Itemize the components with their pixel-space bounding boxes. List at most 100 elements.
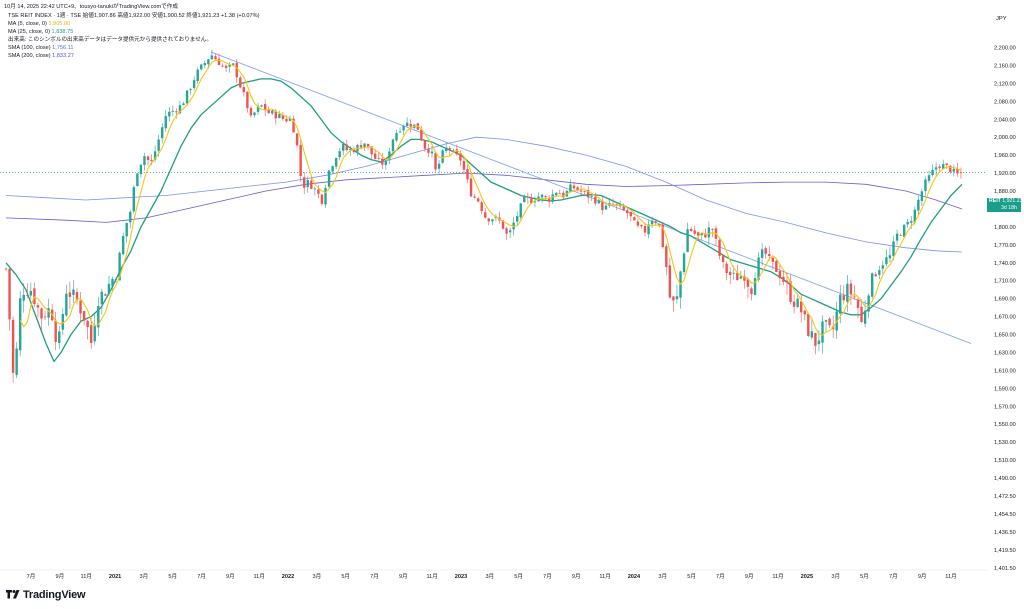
candle-body xyxy=(310,180,313,189)
candle-body xyxy=(161,127,164,139)
tag-value: 1,921.23 xyxy=(1002,198,1023,204)
candle-body xyxy=(807,313,810,337)
candle-body xyxy=(757,257,760,280)
y-tick-label: 1,530.00 xyxy=(994,440,1016,446)
x-tick-label: 7月 xyxy=(543,573,552,580)
candle-body xyxy=(398,131,402,133)
candle-body xyxy=(856,299,860,308)
candle-body xyxy=(114,279,118,280)
x-tick-label: 5月 xyxy=(341,573,350,580)
candle-body xyxy=(505,228,508,234)
candle-body xyxy=(26,295,29,297)
candle-body xyxy=(927,175,931,181)
candle-body xyxy=(569,184,572,193)
x-tick-label: 9月 xyxy=(399,573,408,580)
candle-body xyxy=(267,109,270,114)
candle-body xyxy=(938,166,941,169)
candle-body xyxy=(466,169,469,180)
y-axis: 2,200.00 2,160.00 2,120.00 2,080.00 2,040.00… xyxy=(994,46,1016,572)
candle-body xyxy=(278,114,281,119)
candle-body xyxy=(533,201,537,203)
candle-body xyxy=(842,295,845,301)
candle-body xyxy=(139,164,143,174)
candle-body xyxy=(104,294,107,296)
candle-body xyxy=(516,216,519,222)
candle-body xyxy=(629,211,632,217)
candle-body xyxy=(97,306,100,328)
candle-body xyxy=(15,348,18,376)
candle-body xyxy=(484,212,487,218)
candle-body xyxy=(746,279,750,287)
candle-body xyxy=(934,167,938,170)
candle-body xyxy=(430,151,434,154)
candle-body xyxy=(178,105,182,114)
candle-body xyxy=(558,193,561,195)
candle-body xyxy=(725,263,728,274)
ma25-label: MA (25, close, 0) xyxy=(8,29,50,35)
candle-body xyxy=(579,190,583,192)
sma100-legend[interactable]: SMA (100, close) 1,756.11 xyxy=(8,45,74,52)
x-tick-label: 5月 xyxy=(860,573,869,580)
ma25-line xyxy=(5,78,963,363)
candle-body xyxy=(789,281,792,303)
candle-body xyxy=(239,77,242,88)
candle-body xyxy=(643,225,647,233)
x-tick-label: 11月 xyxy=(426,573,437,580)
candle-body xyxy=(665,246,668,268)
candle-body xyxy=(228,64,231,67)
x-tick-label: 11月 xyxy=(599,573,610,580)
candle-body xyxy=(420,129,423,141)
candle-body xyxy=(874,274,877,277)
x-axis: 7月 9月 11月 2021 3月 5月 7月 9月 11月 2022 3月 5月 7月 9月 11月 202… xyxy=(0,569,988,580)
candle-body xyxy=(203,63,206,66)
candle-body xyxy=(647,224,650,235)
y-tick-label: 2,120.00 xyxy=(994,81,1016,87)
candle-body xyxy=(853,296,856,298)
sma100-line-group xyxy=(5,136,963,253)
symbol-line[interactable]: TSE REIT INDEX · 1週 · TSE 始値1,907.86 高値1… xyxy=(8,13,260,19)
candle-body xyxy=(824,320,828,322)
y-tick-label: 1,880.00 xyxy=(994,189,1016,195)
x-tick-label: 2025 xyxy=(801,574,813,580)
sma200-legend[interactable]: SMA (200, close) 1,833.27 xyxy=(8,53,74,60)
ma5-legend[interactable]: MA (5, close, 0) 1,905.00 xyxy=(8,21,70,28)
candle-body xyxy=(863,310,867,324)
candle-body xyxy=(29,290,33,296)
candle-body xyxy=(235,62,238,78)
ma25-line-group xyxy=(5,78,963,363)
candle-body xyxy=(455,149,459,155)
candle-body xyxy=(107,283,111,294)
candle-body xyxy=(487,218,490,222)
candle-body xyxy=(668,265,672,298)
ma25-legend[interactable]: MA (25, close, 0) 1,838.75 xyxy=(8,29,73,36)
y-tick-label: 1,630.00 xyxy=(994,350,1016,356)
candle-body xyxy=(423,140,427,149)
candle-body xyxy=(370,146,373,155)
brand[interactable]: TradingView xyxy=(6,589,86,601)
currency-label[interactable]: JPY xyxy=(996,16,1007,22)
candle-body xyxy=(171,110,175,112)
candle-body xyxy=(217,58,221,66)
candle-body xyxy=(622,206,625,211)
tradingview-logo-icon xyxy=(6,589,20,598)
candle-body xyxy=(409,123,412,127)
brand-name: TradingView xyxy=(23,589,86,601)
candle-body xyxy=(65,293,68,316)
y-tick-label: 1,454.50 xyxy=(994,512,1016,518)
candle-body xyxy=(476,198,480,202)
candle-body xyxy=(260,105,263,107)
candle-body xyxy=(587,190,590,198)
x-tick-label: 9月 xyxy=(55,573,64,580)
volume-note: 出来高: このシンボルの出来高データはデータ提供元から提供されておりません。 xyxy=(8,37,212,43)
y-tick-label: 1,590.00 xyxy=(994,386,1016,392)
candle-body xyxy=(686,229,689,253)
candle-body xyxy=(796,298,799,307)
y-tick-label: 1,436.50 xyxy=(994,530,1016,536)
candle-body xyxy=(640,224,643,227)
candle-body xyxy=(583,191,586,192)
ma5-line-group xyxy=(19,59,962,336)
tag-countdown: 3d 18h xyxy=(1001,204,1017,211)
candle-body xyxy=(189,89,192,91)
candle-body xyxy=(221,65,224,67)
